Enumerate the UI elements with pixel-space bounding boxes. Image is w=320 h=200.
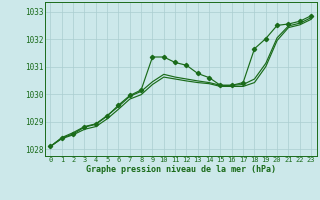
X-axis label: Graphe pression niveau de la mer (hPa): Graphe pression niveau de la mer (hPa) — [86, 165, 276, 174]
